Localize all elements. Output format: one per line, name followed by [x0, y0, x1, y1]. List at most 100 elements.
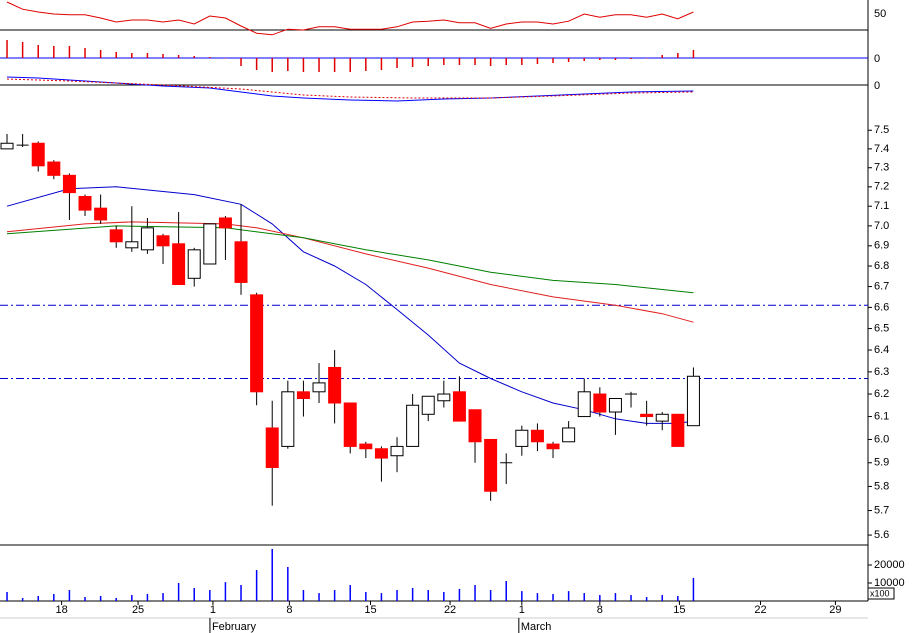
- bar: [333, 590, 336, 601]
- series-line: [6, 1, 694, 36]
- candle-body: [31, 142, 45, 167]
- y-tick-label: 7.1: [874, 200, 889, 212]
- bar: [365, 592, 367, 601]
- candle-body: [312, 382, 326, 393]
- bar: [302, 590, 305, 601]
- bar: [661, 595, 663, 601]
- bar: [333, 58, 336, 72]
- candle-body: [296, 391, 310, 400]
- candle-body: [62, 174, 76, 194]
- y-tick-label: 7.0: [874, 220, 889, 232]
- candle-body: [671, 413, 685, 447]
- y-tick-label: 6.4: [874, 344, 889, 356]
- candle-body: [0, 142, 14, 150]
- series-line: [6, 225, 694, 294]
- candle-body: [218, 217, 232, 229]
- bar: [411, 58, 414, 67]
- unit-label: x100: [870, 588, 890, 598]
- y-tick-label: 7.5: [874, 124, 889, 136]
- bar: [224, 582, 227, 601]
- bar: [458, 58, 461, 65]
- bar: [131, 53, 133, 58]
- bar: [567, 58, 570, 62]
- candle-body: [421, 395, 435, 415]
- bar: [240, 584, 242, 601]
- bar: [567, 591, 570, 601]
- candle-body: [234, 241, 248, 283]
- y-tick-label: 10000: [874, 577, 905, 589]
- candle-body: [250, 294, 264, 393]
- bar: [489, 590, 492, 601]
- y-tick-label: 5.7: [874, 504, 889, 516]
- bar: [443, 592, 445, 601]
- bar: [115, 597, 117, 601]
- series-line: [6, 78, 694, 99]
- y-tick-label: 6.0: [874, 433, 889, 445]
- y-tick-label: 50: [874, 8, 886, 20]
- bar: [68, 590, 71, 601]
- bar: [115, 52, 117, 58]
- bar: [661, 55, 663, 58]
- bar: [287, 58, 289, 71]
- unit-label-box: [867, 587, 895, 600]
- candle-body: [328, 366, 342, 404]
- x-tick-label: 8: [597, 604, 603, 616]
- bar: [37, 45, 39, 58]
- y-tick-label: 0: [874, 80, 880, 92]
- bar: [68, 46, 71, 58]
- y-tick-label: 6.6: [874, 301, 889, 313]
- bar: [692, 577, 695, 601]
- y-tick-label: 6.8: [874, 260, 889, 272]
- bar: [162, 54, 164, 58]
- bar: [84, 48, 86, 58]
- bar: [458, 588, 461, 601]
- candle-body: [343, 402, 357, 447]
- bar: [552, 593, 554, 601]
- bar: [396, 58, 398, 68]
- candle-body: [515, 429, 529, 447]
- candle-body: [281, 391, 295, 447]
- bar: [583, 58, 585, 61]
- bar: [37, 595, 39, 601]
- bar: [84, 597, 86, 601]
- bar: [6, 40, 8, 58]
- y-tick-label: 7.4: [874, 143, 889, 155]
- bar: [427, 590, 429, 601]
- bar: [177, 583, 180, 601]
- bar: [209, 57, 211, 58]
- bar: [536, 593, 539, 601]
- candle-body: [265, 427, 279, 468]
- candle-body: [655, 413, 669, 422]
- x-tick-label: 1: [519, 604, 525, 616]
- candle-body: [686, 375, 700, 427]
- bar: [287, 566, 289, 601]
- bar: [677, 595, 679, 601]
- bar: [349, 584, 351, 601]
- bar: [599, 595, 601, 601]
- bar: [411, 588, 414, 601]
- bar: [521, 591, 523, 601]
- bar: [505, 58, 507, 65]
- bar: [271, 548, 273, 601]
- candle-body: [94, 207, 108, 221]
- x-tick-label: 29: [829, 604, 841, 616]
- bar: [474, 58, 476, 65]
- bar: [443, 58, 445, 65]
- series-line: [6, 186, 694, 424]
- y-tick-label: 6.5: [874, 322, 889, 334]
- bar: [365, 58, 367, 71]
- x-tick-label: 22: [754, 604, 766, 616]
- y-tick-label: 6.9: [874, 240, 889, 252]
- candle-body: [390, 445, 404, 457]
- bar: [614, 58, 617, 60]
- x-tick-label: 15: [364, 604, 376, 616]
- x-tick-label: 18: [55, 604, 67, 616]
- y-tick-label: 7.2: [874, 181, 889, 193]
- y-tick-label: 5.6: [874, 529, 889, 541]
- bar: [53, 593, 55, 601]
- bar: [630, 58, 632, 59]
- candle-body: [437, 393, 451, 402]
- bar: [380, 58, 383, 70]
- candle-body: [468, 409, 482, 443]
